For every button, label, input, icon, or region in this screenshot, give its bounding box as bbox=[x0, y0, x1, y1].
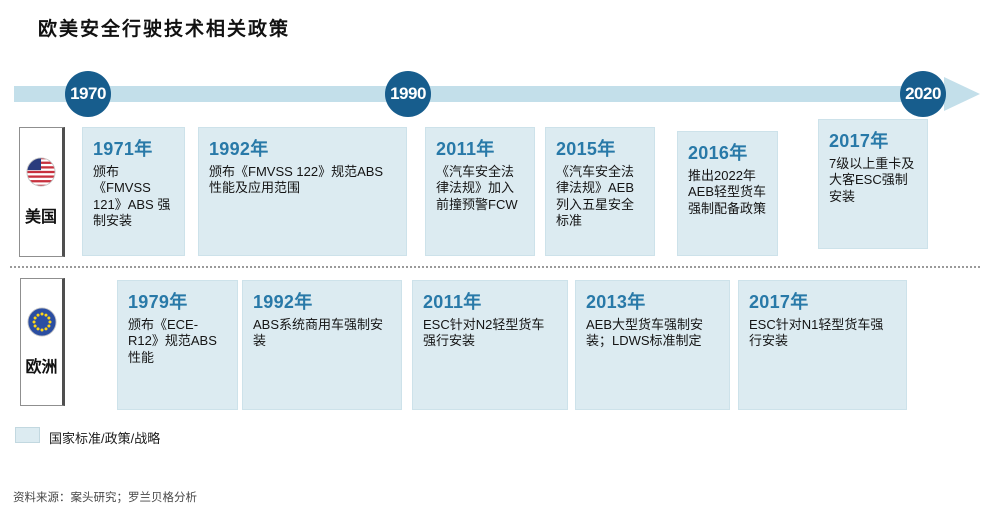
card-text: 推出2022年AEB轻型货车强制配备政策 bbox=[688, 168, 767, 216]
card-year: 2013年 bbox=[586, 292, 646, 312]
eu-flag-icon bbox=[26, 307, 57, 337]
page-title: 欧美安全行驶技术相关政策 bbox=[38, 19, 291, 40]
card-year: 1992年 bbox=[253, 292, 313, 312]
source-note: 资料来源：案头研究；罗兰贝格分析 bbox=[13, 492, 197, 504]
card-year: 2016年 bbox=[688, 143, 748, 163]
timeline-bar bbox=[14, 86, 946, 102]
card-year: 2015年 bbox=[556, 139, 616, 159]
card-year: 1971年 bbox=[93, 139, 153, 159]
policy-card-us-1971: 1971年 颁布 《FMVSS 121》ABS 强制安装 bbox=[82, 127, 185, 256]
region-label-eu: 欧洲 bbox=[25, 359, 58, 376]
policy-card-eu-2013: 2013年 AEB大型货车强制安装；LDWS标准制定 bbox=[575, 280, 730, 410]
policy-card-us-1992: 1992年 颁布《FMVSS 122》规范ABS性能及应用范围 bbox=[198, 127, 407, 256]
card-text: 《汽车安全法律法规》AEB列入五星安全标准 bbox=[556, 164, 635, 228]
card-text: 颁布《FMVSS 122》规范ABS性能及应用范围 bbox=[209, 164, 384, 196]
policy-card-us-2015: 2015年 《汽车安全法律法规》AEB列入五星安全标准 bbox=[545, 127, 655, 256]
timeline-arrow-icon bbox=[944, 77, 980, 111]
region-label-us: 美国 bbox=[24, 209, 57, 226]
card-text: ABS系统商用车强制安装 bbox=[253, 317, 384, 349]
legend-label: 国家标准/政策/战略 bbox=[49, 431, 161, 446]
card-text: 颁布 《FMVSS 121》ABS 强制安装 bbox=[93, 164, 171, 228]
policy-card-eu-2011: 2011年 ESC针对N2轻型货车强行安装 bbox=[412, 280, 568, 410]
policy-card-eu-1979: 1979年 颁布《ECE-R12》规范ABS性能 bbox=[117, 280, 238, 410]
policy-card-us-2011: 2011年 《汽车安全法律法规》加入前撞预警FCW bbox=[425, 127, 535, 256]
card-year: 1992年 bbox=[209, 139, 269, 159]
card-year: 2017年 bbox=[829, 131, 889, 151]
us-flag-icon bbox=[26, 157, 56, 187]
policy-card-eu-2017: 2017年 ESC针对N1轻型货车强行安装 bbox=[738, 280, 907, 410]
policy-card-us-2016: 2016年 推出2022年AEB轻型货车强制配备政策 bbox=[677, 131, 778, 256]
card-year: 1979年 bbox=[128, 292, 188, 312]
region-box-us: 美国 bbox=[19, 127, 65, 257]
card-text: AEB大型货车强制安装；LDWS标准制定 bbox=[586, 317, 704, 349]
region-box-eu: 欧洲 bbox=[20, 278, 65, 406]
timeline-marker-1990: 1990 bbox=[385, 71, 431, 117]
card-text: ESC针对N2轻型货车强行安装 bbox=[423, 317, 545, 349]
card-year: 2011年 bbox=[423, 292, 482, 312]
legend-swatch bbox=[15, 427, 40, 443]
card-year: 2017年 bbox=[749, 292, 809, 312]
card-text: 7级以上重卡及大客ESC强制安装 bbox=[829, 156, 915, 204]
card-year: 2011年 bbox=[436, 139, 495, 159]
card-text: 颁布《ECE-R12》规范ABS性能 bbox=[128, 317, 217, 365]
timeline-marker-1970: 1970 bbox=[65, 71, 111, 117]
card-text: ESC针对N1轻型货车强行安装 bbox=[749, 317, 884, 349]
policy-card-us-2017: 2017年 7级以上重卡及大客ESC强制安装 bbox=[818, 119, 928, 249]
policy-card-eu-1992: 1992年 ABS系统商用车强制安装 bbox=[242, 280, 402, 410]
timeline-marker-2020: 2020 bbox=[900, 71, 946, 117]
row-divider bbox=[10, 266, 980, 268]
card-text: 《汽车安全法律法规》加入前撞预警FCW bbox=[436, 164, 518, 212]
